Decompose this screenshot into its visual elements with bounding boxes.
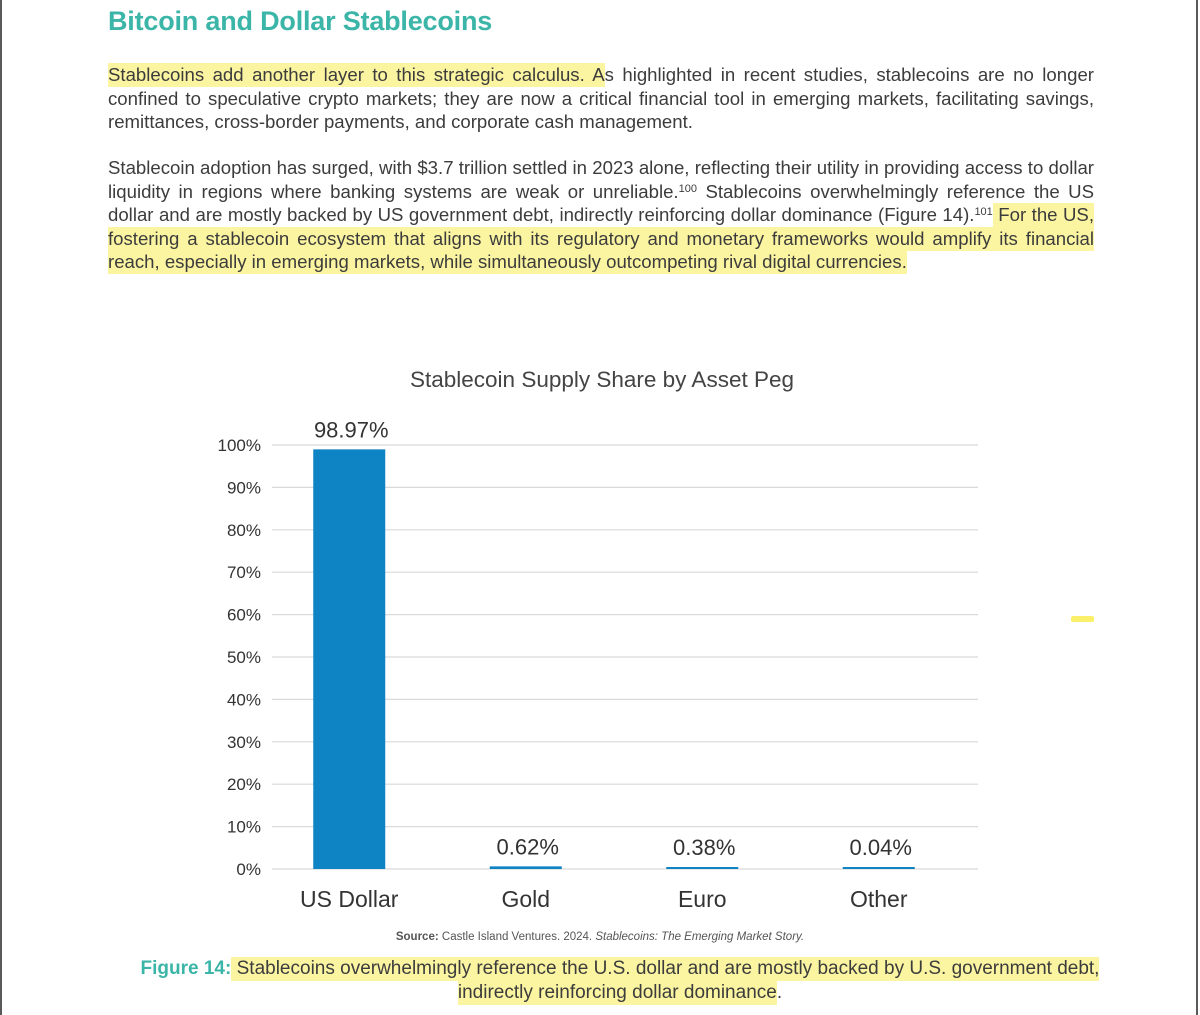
page-border-right [1196, 0, 1198, 1015]
source-title: Stablecoins: The Emerging Market Story. [595, 931, 805, 943]
y-tick-label: 50% [227, 648, 261, 667]
y-axis-ticks: 0% 10% 20% 30% 40% 50% 60% 70% 80% 90% 100% [218, 436, 261, 879]
x-category-label: US Dollar [300, 886, 399, 912]
caption-tail: . [776, 982, 783, 1003]
footnote-ref[interactable]: 100 [678, 182, 697, 195]
footnote-ref[interactable]: 101 [974, 206, 993, 218]
page-title: Bitcoin and Dollar Stablecoins [108, 6, 493, 36]
y-tick-label: 10% [227, 818, 261, 837]
y-tick-label: 100% [218, 436, 261, 455]
bar [313, 449, 386, 869]
y-tick-label: 90% [227, 478, 261, 497]
paragraph-1: Stablecoins add another layer to this st… [108, 63, 1094, 134]
paragraph-text: s highlighted in recent studies, stablec… [108, 64, 1094, 132]
source-text: Castle Island Ventures. 2024. [438, 931, 596, 943]
source-label: Source: [395, 931, 439, 943]
data-label: 0.62% [497, 834, 559, 859]
y-tick-label: 80% [227, 521, 261, 540]
figure-caption: Figure 14: Stablecoins overwhelmingly re… [140, 957, 1100, 1005]
paragraph-2: Stablecoin adoption has surged, with $3.… [108, 156, 1094, 274]
paragraph-text: Stablecoin adoption has surged, with $3.… [108, 157, 1094, 202]
data-label: 0.38% [673, 835, 735, 860]
bar [666, 867, 739, 869]
chart-title: Stablecoin Supply Share by Asset Peg [410, 367, 794, 392]
y-tick-label: 60% [227, 606, 261, 625]
highlight-mark [1071, 616, 1094, 622]
highlighted-text: Stablecoins add another layer to this st… [108, 64, 605, 85]
x-category-label: Euro [678, 886, 727, 912]
x-category-label: Gold [501, 886, 550, 912]
y-tick-label: 0% [236, 860, 261, 879]
data-label: 0.04% [850, 835, 912, 860]
bar [842, 867, 915, 869]
paragraph-text: Stablecoins overwhelmingly reference the… [108, 180, 1095, 226]
y-tick-label: 70% [227, 563, 261, 582]
figure-source: Source: Castle Island Ventures. 2024. St… [0, 931, 1200, 943]
y-tick-label: 30% [227, 733, 261, 752]
highlighted-text: Stablecoins overwhelmingly reference the… [231, 958, 1100, 1003]
data-label: 98.97% [314, 417, 389, 442]
bar-chart: Stablecoin Supply Share by Asset Peg 0% 1… [218, 367, 978, 912]
x-axis-categories: US Dollar Gold Euro Other [300, 886, 908, 912]
chart-value-labels: 98.97% 0.62% 0.38% 0.04% [314, 417, 912, 860]
chart-bars [313, 449, 915, 869]
page-border-left [0, 0, 2, 1015]
y-tick-label: 40% [227, 690, 261, 709]
chart-gridlines [272, 444, 978, 870]
y-tick-label: 20% [227, 775, 261, 794]
x-category-label: Other [850, 886, 908, 912]
bar [489, 866, 562, 869]
figure-label: Figure 14: [140, 958, 232, 979]
